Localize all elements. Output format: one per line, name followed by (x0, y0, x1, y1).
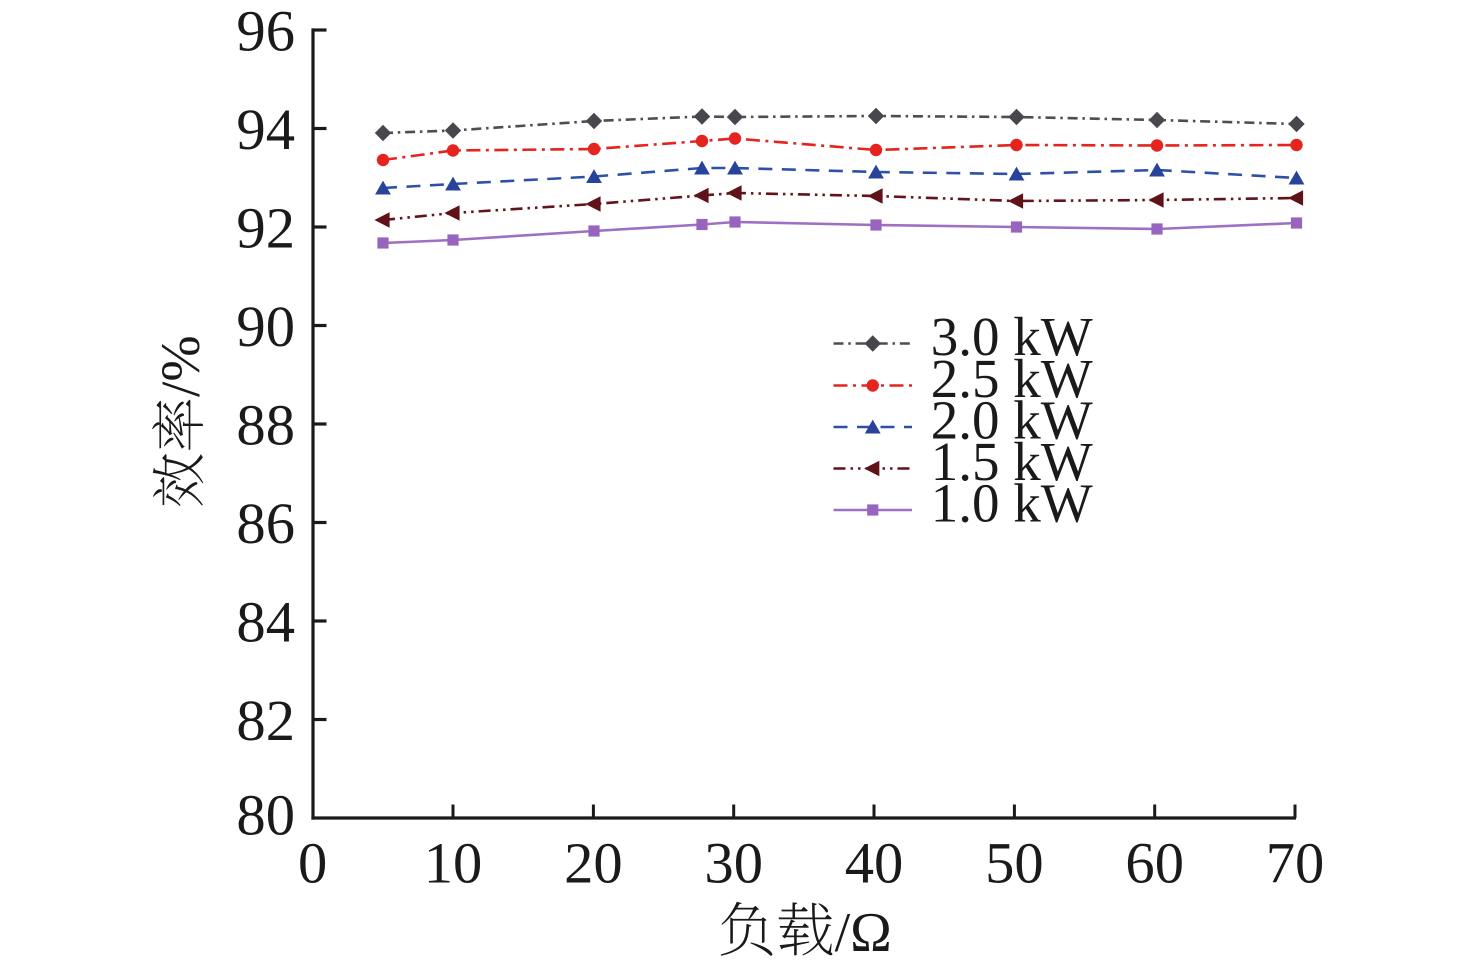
svg-text:1.0 kW: 1.0 kW (931, 473, 1093, 534)
svg-text:20: 20 (564, 831, 623, 896)
svg-text:/%: /% (151, 335, 212, 397)
svg-text:88: 88 (236, 392, 295, 457)
svg-text:10: 10 (424, 831, 483, 896)
svg-text:2.5 kW: 2.5 kW (931, 348, 1093, 409)
svg-text:50: 50 (985, 831, 1044, 896)
svg-text:/Ω: /Ω (835, 902, 892, 964)
svg-text:92: 92 (236, 195, 295, 260)
svg-text:70: 70 (1266, 831, 1325, 896)
svg-text:2.0 kW: 2.0 kW (931, 390, 1093, 451)
svg-text:96: 96 (236, 0, 295, 63)
svg-text:60: 60 (1125, 831, 1184, 896)
svg-text:84: 84 (236, 589, 295, 654)
svg-text:1.5 kW: 1.5 kW (931, 431, 1093, 492)
svg-text:3.0 kW: 3.0 kW (931, 306, 1093, 367)
svg-text:82: 82 (236, 688, 295, 753)
svg-text:86: 86 (236, 491, 295, 556)
svg-text:80: 80 (236, 782, 295, 847)
svg-text:0: 0 (298, 831, 327, 896)
svg-text:90: 90 (236, 294, 295, 359)
svg-text:40: 40 (845, 831, 904, 896)
svg-text:94: 94 (236, 97, 295, 162)
svg-text:30: 30 (704, 831, 763, 896)
